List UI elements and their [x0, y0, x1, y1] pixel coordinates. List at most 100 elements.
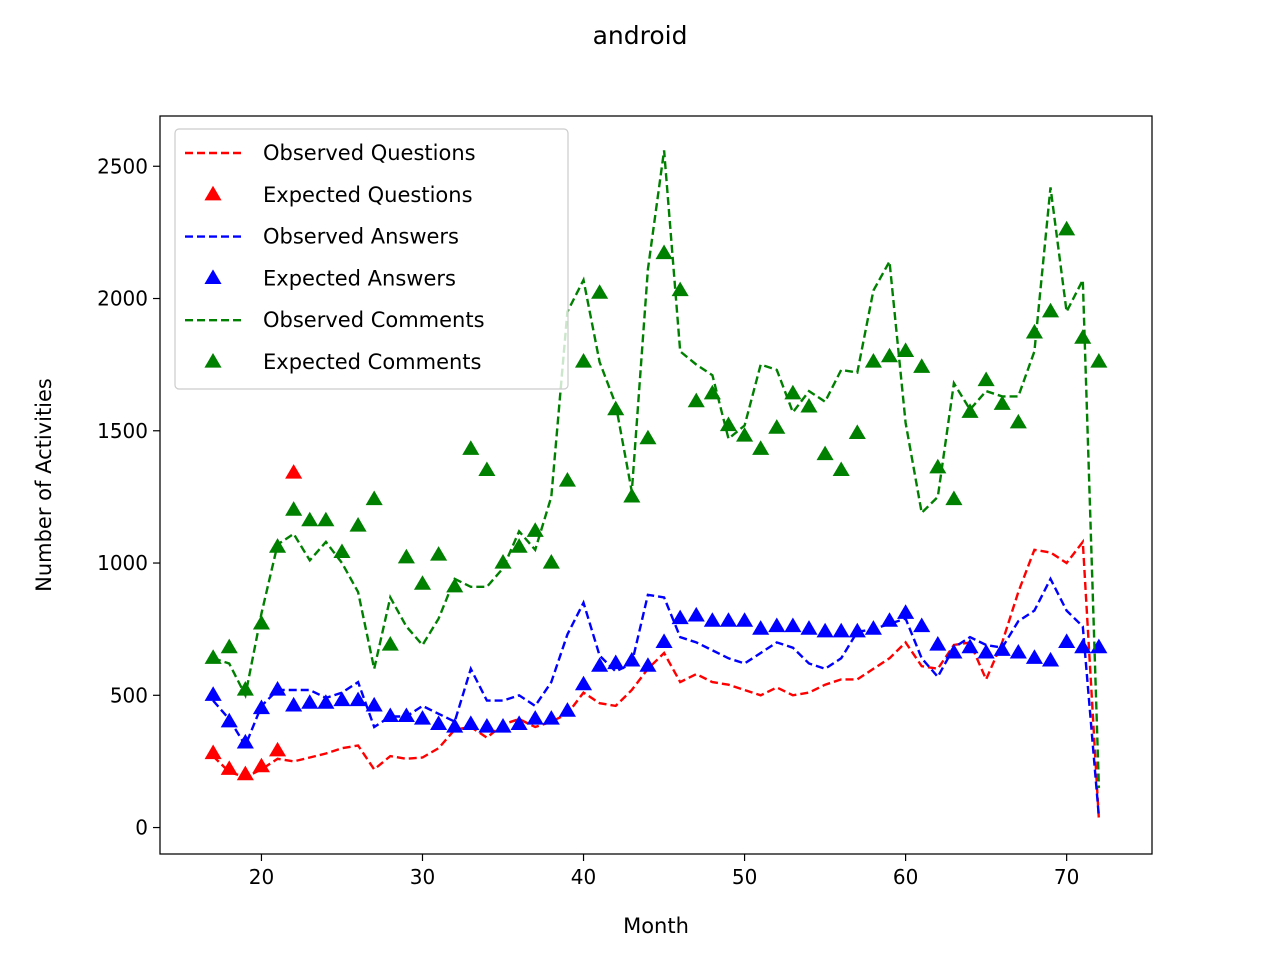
expected-answers-point	[880, 612, 899, 627]
expected-comments-point	[317, 511, 335, 527]
expected-answers-point	[558, 702, 576, 717]
expected-answers-point	[252, 699, 271, 715]
expected-comments-point	[655, 244, 673, 260]
expected-comments-point	[301, 511, 319, 527]
expected-comments-point	[736, 427, 754, 442]
expected-comments-point	[913, 358, 931, 373]
expected-answers-point	[381, 707, 399, 723]
y-tick-label: 0	[135, 816, 148, 840]
expected-answers-point	[413, 710, 432, 725]
legend-label: Observed Questions	[263, 141, 476, 165]
y-tick-label: 1500	[97, 419, 148, 443]
expected-comments-point	[864, 353, 882, 368]
legend-item: Observed Questions	[185, 141, 476, 165]
expected-answers-point	[1009, 643, 1027, 659]
x-tick-label: 70	[1054, 865, 1079, 889]
expected-comments-point	[993, 395, 1011, 410]
expected-answers-point	[1058, 633, 1076, 648]
expected-answers-point	[639, 657, 657, 672]
expected-answers-point	[204, 686, 222, 701]
expected-comments-point	[752, 440, 770, 455]
expected-comments-point	[719, 416, 738, 432]
legend-label: Expected Answers	[263, 266, 456, 290]
expected-answers-point	[832, 622, 850, 638]
expected-answers-point	[220, 712, 238, 728]
legend-label: Observed Answers	[263, 225, 459, 249]
expected-comments-point	[204, 649, 222, 664]
expected-comments-point	[1041, 302, 1060, 318]
expected-answers-point	[478, 718, 496, 733]
expected-answers-point	[897, 604, 915, 619]
expected-answers-point	[1025, 649, 1043, 664]
expected-comments-point	[510, 538, 528, 553]
expected-answers-point	[945, 643, 963, 659]
expected-answers-point	[913, 617, 931, 633]
expected-comments-point	[848, 424, 866, 439]
x-tick-label: 60	[893, 865, 918, 889]
expected-answers-point	[977, 643, 995, 659]
expected-comments-point	[413, 575, 432, 590]
expected-comments-point	[365, 490, 383, 506]
series-expected-answers	[204, 604, 1108, 749]
expected-comments-point	[623, 487, 641, 503]
expected-answers-point	[1090, 638, 1108, 654]
y-tick-label: 1000	[97, 551, 148, 575]
expected-answers-point	[333, 691, 351, 707]
y-axis-label: Number of Activities	[32, 378, 56, 592]
expected-comments-point	[1090, 353, 1108, 368]
expected-comments-point	[236, 681, 254, 696]
expected-answers-point	[542, 710, 560, 725]
series-observed-comments	[212, 150, 1101, 788]
series-expected-comments	[204, 220, 1108, 696]
expected-comments-point	[430, 546, 448, 561]
y-tick-label: 2500	[97, 154, 148, 178]
expected-questions-point	[236, 765, 254, 781]
expected-questions-point	[204, 744, 222, 760]
expected-comments-point	[333, 543, 351, 559]
expected-comments-point	[1074, 329, 1092, 344]
expected-comments-point	[639, 429, 657, 445]
expected-answers-point	[526, 710, 544, 725]
expected-comments-point	[897, 342, 915, 357]
expected-answers-point	[768, 617, 786, 633]
expected-answers-point	[800, 620, 818, 635]
expected-comments-point	[1025, 323, 1043, 339]
expected-answers-point	[687, 606, 705, 622]
expected-comments-point	[591, 284, 609, 299]
expected-answers-point	[752, 620, 770, 635]
expected-answers-point	[317, 694, 335, 709]
expected-comments-point	[252, 614, 271, 630]
expected-answers-point	[285, 696, 303, 712]
expected-answers-point	[784, 617, 802, 633]
observed-answers-line	[212, 576, 1101, 818]
expected-answers-point	[671, 609, 689, 625]
expected-comments-point	[1009, 413, 1027, 429]
expected-answers-point	[607, 654, 625, 670]
expected-comments-point	[703, 384, 721, 400]
expected-comments-point	[446, 577, 464, 593]
expected-answers-point	[719, 612, 738, 627]
series-observed-questions	[212, 538, 1101, 820]
expected-comments-point	[929, 458, 947, 474]
expected-comments-point	[832, 461, 850, 477]
expected-answers-point	[446, 718, 464, 733]
expected-comments-point	[945, 490, 963, 506]
expected-comments-point	[1058, 220, 1076, 236]
expected-comments-point	[542, 554, 560, 569]
expected-comments-point	[671, 281, 689, 297]
expected-answers-point	[961, 638, 979, 654]
legend-label: Expected Questions	[263, 183, 473, 207]
expected-comments-point	[349, 517, 367, 532]
expected-comments-point	[687, 392, 705, 408]
expected-answers-point	[655, 633, 673, 648]
expected-answers-point	[430, 715, 448, 730]
x-tick-label: 30	[410, 865, 435, 889]
x-axis: 20 30 40 50 60 70	[249, 854, 1079, 889]
series-observed-answers	[212, 576, 1101, 818]
observed-questions-line	[212, 538, 1101, 820]
expected-answers-point	[1074, 638, 1092, 654]
expected-comments-point	[961, 403, 979, 418]
legend-marker-swatch	[204, 269, 222, 284]
y-tick-label: 500	[110, 683, 148, 707]
